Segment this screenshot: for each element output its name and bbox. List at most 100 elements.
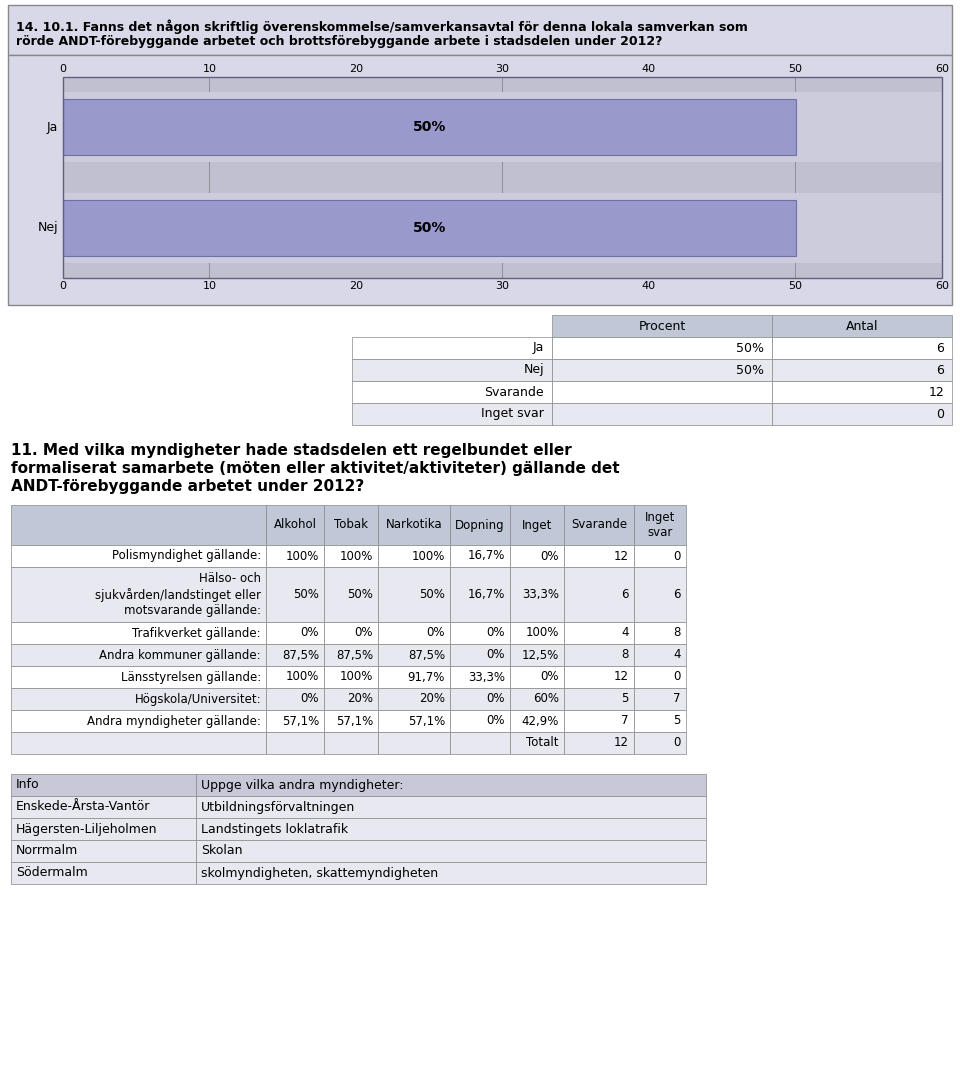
Text: Högskola/Universitet:: Högskola/Universitet:: [134, 692, 261, 705]
Text: 87,5%: 87,5%: [282, 649, 319, 662]
Bar: [266, 732, 324, 753]
Bar: [196, 862, 706, 885]
Text: Enskede-Årsta-Vantör: Enskede-Årsta-Vantör: [16, 800, 151, 814]
Bar: [510, 622, 564, 644]
Bar: [11, 545, 266, 567]
Bar: [378, 622, 450, 644]
Bar: [11, 796, 196, 818]
Bar: [450, 622, 510, 644]
Bar: [324, 666, 378, 688]
Bar: [266, 567, 324, 622]
Bar: [11, 666, 266, 688]
Bar: [352, 359, 552, 381]
Bar: [352, 381, 552, 403]
Bar: [510, 545, 564, 567]
Bar: [772, 314, 952, 337]
Bar: [564, 622, 634, 644]
Bar: [378, 644, 450, 666]
Bar: [564, 732, 634, 753]
Text: 5: 5: [674, 714, 681, 727]
Text: Nej: Nej: [37, 222, 58, 235]
Bar: [378, 732, 450, 753]
Bar: [552, 314, 772, 337]
Bar: [8, 55, 952, 305]
Text: 7: 7: [621, 714, 629, 727]
Bar: [11, 505, 266, 545]
Bar: [450, 644, 510, 666]
Bar: [564, 567, 634, 622]
Text: 6: 6: [936, 364, 944, 377]
Text: 0: 0: [936, 407, 944, 420]
Text: 50%: 50%: [736, 364, 764, 377]
Text: skolmyndigheten, skattemyndigheten: skolmyndigheten, skattemyndigheten: [201, 866, 438, 879]
Text: 11. Med vilka myndigheter hade stadsdelen ett regelbundet eller: 11. Med vilka myndigheter hade stadsdele…: [11, 443, 572, 458]
Text: 100%: 100%: [412, 549, 445, 562]
Text: Landstingets loklatrafik: Landstingets loklatrafik: [201, 822, 348, 835]
Text: ANDT-förebyggande arbetet under 2012?: ANDT-förebyggande arbetet under 2012?: [11, 479, 364, 494]
Bar: [564, 688, 634, 710]
Text: Skolan: Skolan: [201, 844, 243, 857]
Text: 100%: 100%: [526, 627, 559, 640]
Bar: [564, 545, 634, 567]
Text: 50%: 50%: [413, 120, 446, 134]
Text: Trafikverket gällande:: Trafikverket gällande:: [132, 627, 261, 640]
Text: 50: 50: [788, 281, 803, 290]
Text: rörde ANDT-förebyggande arbetet och brottsförebyggande arbete i stadsdelen under: rörde ANDT-förebyggande arbetet och brot…: [16, 35, 662, 48]
Text: 50%: 50%: [413, 221, 446, 235]
Bar: [324, 505, 378, 545]
Text: Narkotika: Narkotika: [386, 519, 443, 532]
Bar: [634, 505, 686, 545]
Bar: [450, 732, 510, 753]
Bar: [63, 78, 942, 278]
Bar: [552, 337, 772, 359]
Text: Inget
svar: Inget svar: [645, 511, 675, 539]
Text: Info: Info: [16, 779, 39, 792]
Bar: [564, 666, 634, 688]
Text: 20%: 20%: [347, 692, 373, 705]
Bar: [324, 622, 378, 644]
Bar: [552, 381, 772, 403]
Text: 0%: 0%: [300, 692, 319, 705]
Text: Länsstyrelsen gällande:: Länsstyrelsen gällande:: [121, 670, 261, 684]
Bar: [11, 818, 196, 840]
Text: 33,3%: 33,3%: [522, 587, 559, 601]
Text: Nej: Nej: [523, 364, 544, 377]
Text: Svarande: Svarande: [571, 519, 627, 532]
Bar: [772, 403, 952, 425]
Text: Tobak: Tobak: [334, 519, 368, 532]
Bar: [450, 545, 510, 567]
Text: 30: 30: [495, 64, 510, 74]
Bar: [634, 710, 686, 732]
Text: 100%: 100%: [286, 549, 319, 562]
Text: Utbildningsförvaltningen: Utbildningsförvaltningen: [201, 800, 355, 814]
Text: 40: 40: [642, 281, 656, 290]
Bar: [63, 78, 942, 278]
Text: Andra myndigheter gällande:: Andra myndigheter gällande:: [87, 714, 261, 727]
Text: 6: 6: [621, 587, 629, 601]
Text: 0%: 0%: [540, 549, 559, 562]
Bar: [324, 688, 378, 710]
Text: Ja: Ja: [47, 121, 58, 133]
Bar: [634, 688, 686, 710]
Text: 42,9%: 42,9%: [521, 714, 559, 727]
Bar: [266, 505, 324, 545]
Bar: [352, 403, 552, 425]
Bar: [11, 862, 196, 885]
Text: 0: 0: [674, 670, 681, 684]
Text: 5: 5: [622, 692, 629, 705]
Text: 8: 8: [622, 649, 629, 662]
Bar: [510, 688, 564, 710]
Text: 7: 7: [674, 692, 681, 705]
Bar: [634, 666, 686, 688]
Bar: [352, 337, 552, 359]
Bar: [552, 403, 772, 425]
Text: Uppge vilka andra myndigheter:: Uppge vilka andra myndigheter:: [201, 779, 403, 792]
Text: 10: 10: [203, 281, 217, 290]
Text: Antal: Antal: [846, 320, 878, 332]
Text: 0%: 0%: [487, 649, 505, 662]
Bar: [510, 505, 564, 545]
Text: 20: 20: [348, 281, 363, 290]
Bar: [196, 774, 706, 796]
Text: 12: 12: [614, 670, 629, 684]
Text: Alkohol: Alkohol: [274, 519, 317, 532]
